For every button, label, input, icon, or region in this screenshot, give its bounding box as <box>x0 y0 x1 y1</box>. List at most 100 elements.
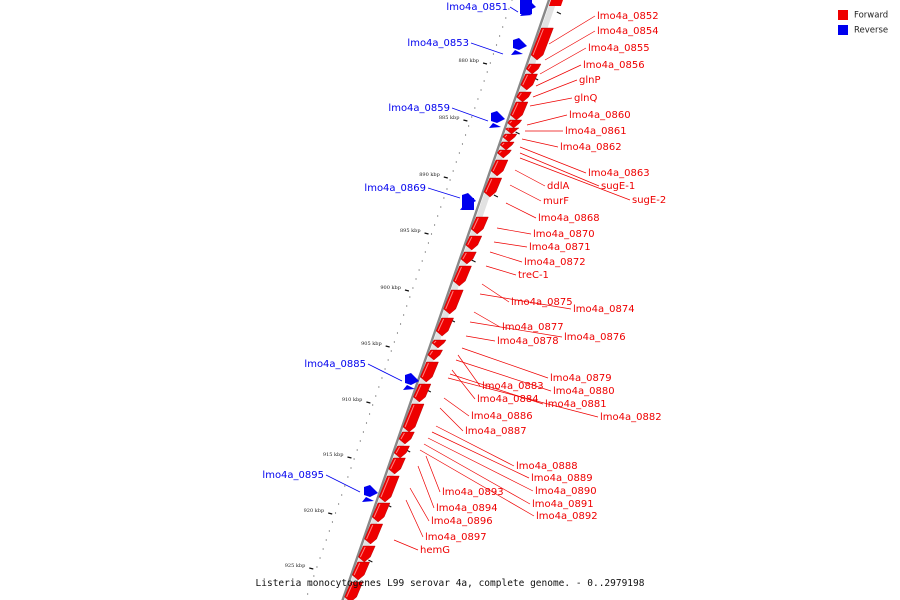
forward-gene-shade <box>501 142 505 146</box>
scale-tick-label: 880 kbp <box>458 58 479 64</box>
forward-gene-label: lmo4a_0862 <box>560 142 622 153</box>
forward-leader-line <box>532 79 578 98</box>
ruler-dot <box>495 44 498 46</box>
forward-leader-line <box>481 283 510 303</box>
forward-leader-line <box>461 347 549 379</box>
scale-tick <box>385 345 390 348</box>
ruler-dot <box>334 512 337 514</box>
ruler-dot <box>499 35 501 37</box>
forward-gene <box>453 265 472 287</box>
forward-gene-label: lmo4a_0893 <box>442 487 504 498</box>
forward-gene-shade <box>532 28 544 56</box>
reverse-gene <box>364 485 378 497</box>
ruler-dot <box>319 557 321 559</box>
forward-gene-label: lmo4a_0884 <box>477 394 539 405</box>
forward-leader-line <box>439 407 464 432</box>
reverse-gene-label: lmo4a_0885 <box>304 359 366 370</box>
scale-tick-label: 890 kbp <box>419 172 440 178</box>
reverse-leader-line <box>367 363 403 382</box>
forward-gene-label: lmo4a_0881 <box>545 399 607 410</box>
ruler-dot <box>415 278 417 280</box>
track-marker <box>493 194 499 198</box>
forward-gene <box>465 235 483 251</box>
forward-leader-line <box>443 397 470 417</box>
forward-gene-label: lmo4a_0896 <box>431 516 493 527</box>
scale-tick <box>347 456 352 459</box>
ruler-dot <box>505 17 507 19</box>
forward-gene-shade <box>353 562 361 576</box>
forward-gene-shade <box>504 134 508 138</box>
ruler-dot <box>458 152 460 154</box>
forward-gene <box>443 289 464 315</box>
forward-leader-line <box>425 455 441 493</box>
forward-gene-label: lmo4a_0877 <box>502 322 564 333</box>
ruler-dot <box>359 440 361 442</box>
scale-tick <box>424 232 429 235</box>
ruler-dot <box>418 269 420 271</box>
scale-tick-label: 900 kbp <box>380 285 401 291</box>
forward-gene-shade <box>421 362 429 378</box>
forward-gene-shade <box>454 266 462 282</box>
reverse-gene-arrow <box>362 497 374 502</box>
forward-gene <box>402 403 425 433</box>
ruler-dot <box>387 359 389 361</box>
forward-gene-shade <box>429 350 434 356</box>
forward-gene <box>388 457 406 475</box>
forward-leader-line <box>521 138 559 148</box>
scale-tick <box>463 119 468 122</box>
forward-gene <box>435 317 454 337</box>
forward-leader-line <box>423 443 531 505</box>
forward-leader-line <box>427 437 534 492</box>
forward-gene-shade <box>445 290 454 310</box>
legend-reverse-label: Reverse <box>854 25 889 36</box>
forward-gene-label: lmo4a_0897 <box>425 532 487 543</box>
ruler-dot <box>440 206 442 208</box>
forward-gene-label: glnP <box>579 75 601 86</box>
forward-leader-line <box>519 146 587 174</box>
forward-leader-line <box>548 15 596 45</box>
track-marker <box>368 559 373 563</box>
forward-leader-line <box>435 425 515 467</box>
forward-gene <box>364 523 384 545</box>
reverse-gene-label: lmo4a_0869 <box>364 183 426 194</box>
reverse-leader-line <box>451 107 489 122</box>
ruler-dot <box>461 143 464 145</box>
forward-gene-label: lmo4a_0882 <box>600 412 662 423</box>
forward-leader-line <box>493 241 528 248</box>
scale-tick <box>482 62 488 65</box>
forward-gene <box>378 475 400 503</box>
ruler-dot <box>350 467 352 469</box>
reverse-gene-arrow <box>489 123 501 128</box>
ruler-dot <box>424 251 426 253</box>
ruler-dot <box>427 242 430 244</box>
track-marker <box>556 11 562 15</box>
ruler-dot <box>437 215 439 217</box>
forward-gene <box>413 383 432 403</box>
ruler-dot <box>313 575 315 577</box>
forward-gene-label: lmo4a_0887 <box>465 426 527 437</box>
forward-leader-line <box>405 499 424 538</box>
forward-gene <box>490 159 509 177</box>
forward-gene-label: lmo4a_0868 <box>538 213 600 224</box>
legend-forward-label: Forward <box>854 10 889 21</box>
ruler-dot <box>403 314 405 316</box>
ruler-dot <box>409 296 411 298</box>
reverse-gene-label: lmo4a_0853 <box>407 38 469 49</box>
ruler-dot <box>399 323 402 325</box>
forward-gene <box>358 545 376 563</box>
forward-gene-shade <box>433 340 437 344</box>
ruler-dot <box>452 170 454 172</box>
forward-leader-line <box>526 114 568 126</box>
forward-leader-line <box>544 30 596 61</box>
ruler-dot <box>362 431 364 433</box>
forward-gene-shade <box>509 120 513 124</box>
forward-gene <box>371 502 391 523</box>
forward-leader-line <box>496 227 532 235</box>
forward-gene-label: lmo4a_0883 <box>482 381 544 392</box>
forward-gene-label: lmo4a_0872 <box>524 257 586 268</box>
reverse-gene-label: lmo4a_0859 <box>388 103 450 114</box>
ruler-dot <box>310 584 312 586</box>
forward-gene-label: ddlA <box>547 181 569 192</box>
